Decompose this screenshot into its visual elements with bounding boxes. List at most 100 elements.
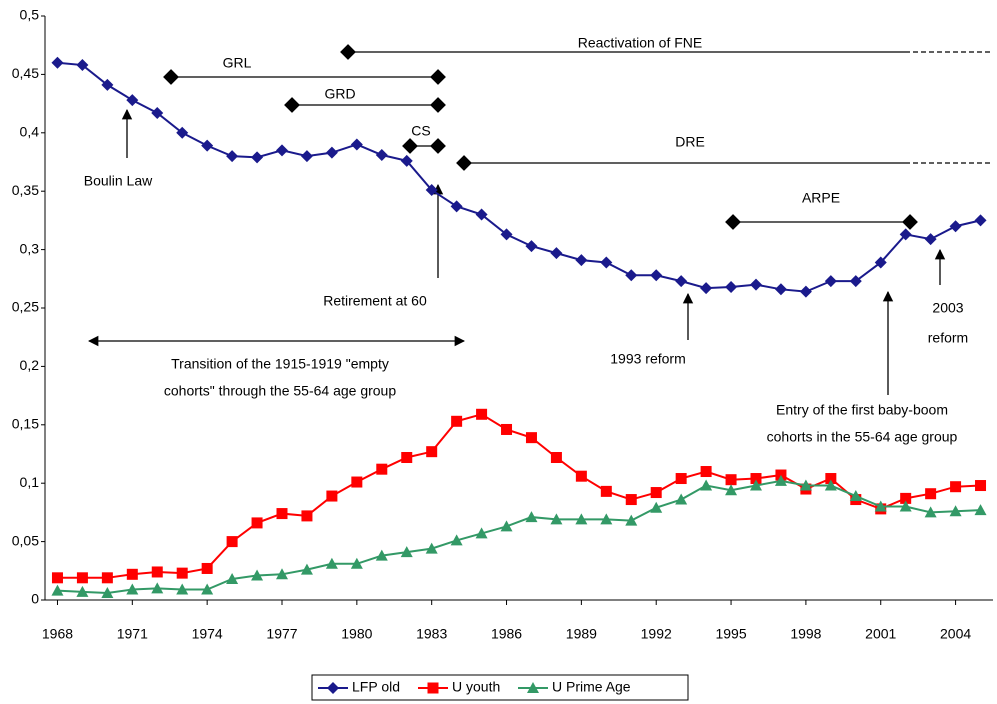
annotation: 1993 reform bbox=[610, 351, 685, 367]
point bbox=[849, 275, 862, 288]
x-tick-label: 1968 bbox=[42, 626, 73, 642]
point bbox=[725, 474, 737, 486]
annotation: Entry of the first baby-boom bbox=[776, 402, 948, 418]
point bbox=[501, 423, 513, 435]
point bbox=[51, 572, 63, 584]
x-tick-label: 1971 bbox=[117, 626, 148, 642]
point bbox=[650, 487, 662, 499]
point bbox=[176, 583, 189, 595]
point bbox=[400, 154, 413, 167]
point bbox=[201, 583, 214, 595]
point bbox=[700, 466, 712, 478]
annotation: cohorts" through the 55-64 age group bbox=[164, 383, 396, 399]
annotation: Transition of the 1915-1919 "empty bbox=[171, 356, 389, 372]
point bbox=[600, 485, 612, 497]
x-tick-label: 1977 bbox=[266, 626, 297, 642]
y-tick-label: 0,15 bbox=[12, 416, 39, 432]
point bbox=[251, 569, 264, 581]
point bbox=[824, 275, 837, 288]
point bbox=[76, 59, 89, 72]
point bbox=[325, 146, 338, 159]
point bbox=[51, 584, 64, 596]
point bbox=[650, 501, 663, 513]
point bbox=[326, 490, 338, 502]
point bbox=[774, 283, 787, 296]
y-tick-label: 0,05 bbox=[12, 532, 39, 548]
point bbox=[400, 546, 413, 558]
x-tick-label: 1992 bbox=[641, 626, 672, 642]
point bbox=[500, 520, 513, 532]
x-tick-label: 2004 bbox=[940, 626, 971, 642]
point bbox=[675, 275, 688, 288]
point bbox=[350, 557, 363, 569]
y-tick-label: 0,35 bbox=[12, 182, 39, 198]
point bbox=[226, 536, 238, 548]
point bbox=[625, 269, 638, 282]
point bbox=[226, 572, 239, 584]
series-line bbox=[57, 61, 981, 293]
annotation: CS bbox=[411, 123, 430, 139]
annotation: ARPE bbox=[802, 190, 840, 206]
point bbox=[774, 474, 787, 486]
point bbox=[475, 208, 488, 221]
point bbox=[276, 568, 288, 580]
point bbox=[949, 505, 962, 517]
point bbox=[874, 500, 887, 512]
point bbox=[899, 500, 912, 512]
legend-label: LFP old bbox=[352, 679, 400, 695]
annotation-shapes bbox=[87, 44, 993, 395]
point bbox=[376, 463, 388, 475]
x-tick-label: 1983 bbox=[416, 626, 447, 642]
point bbox=[550, 247, 563, 260]
point bbox=[750, 278, 762, 291]
legend-label: U youth bbox=[452, 679, 500, 695]
point bbox=[900, 492, 912, 504]
point bbox=[825, 473, 837, 485]
point bbox=[226, 150, 239, 163]
point bbox=[351, 476, 363, 488]
point bbox=[750, 473, 762, 485]
legend-label: U Prime Age bbox=[552, 679, 631, 695]
point bbox=[824, 479, 837, 491]
point bbox=[176, 126, 189, 139]
point bbox=[126, 568, 138, 580]
point bbox=[575, 254, 588, 267]
legend-marker bbox=[527, 682, 539, 693]
point bbox=[575, 470, 587, 482]
point bbox=[725, 280, 738, 293]
point bbox=[925, 488, 937, 500]
point bbox=[76, 585, 89, 597]
annotation: GRL bbox=[223, 55, 252, 71]
x-tick-label: 2001 bbox=[865, 626, 896, 642]
annotation: 2003 bbox=[932, 300, 963, 316]
annotation: Boulin Law bbox=[84, 173, 153, 189]
point bbox=[350, 138, 363, 151]
y-tick-label: 0,4 bbox=[20, 124, 40, 140]
point bbox=[151, 582, 164, 594]
point bbox=[375, 549, 388, 561]
point bbox=[276, 144, 288, 157]
point bbox=[101, 586, 114, 598]
point bbox=[974, 504, 987, 516]
y-tick-label: 0,1 bbox=[20, 474, 40, 490]
point bbox=[126, 583, 139, 595]
x-tick-label: 1974 bbox=[192, 626, 223, 642]
legend-marker bbox=[327, 682, 339, 694]
point bbox=[276, 508, 288, 520]
annotation: reform bbox=[928, 330, 968, 346]
x-tick-label: 1989 bbox=[566, 626, 597, 642]
point bbox=[525, 240, 538, 253]
annotation: Retirement at 60 bbox=[323, 293, 427, 309]
point bbox=[799, 285, 812, 298]
point bbox=[476, 408, 488, 420]
point bbox=[700, 282, 713, 295]
x-tick-label: 1995 bbox=[715, 626, 746, 642]
point bbox=[675, 493, 688, 505]
point bbox=[76, 572, 88, 584]
point bbox=[300, 150, 313, 163]
point bbox=[874, 256, 887, 269]
y-tick-label: 0,2 bbox=[20, 357, 40, 373]
series-line bbox=[57, 479, 981, 594]
point bbox=[975, 480, 987, 492]
